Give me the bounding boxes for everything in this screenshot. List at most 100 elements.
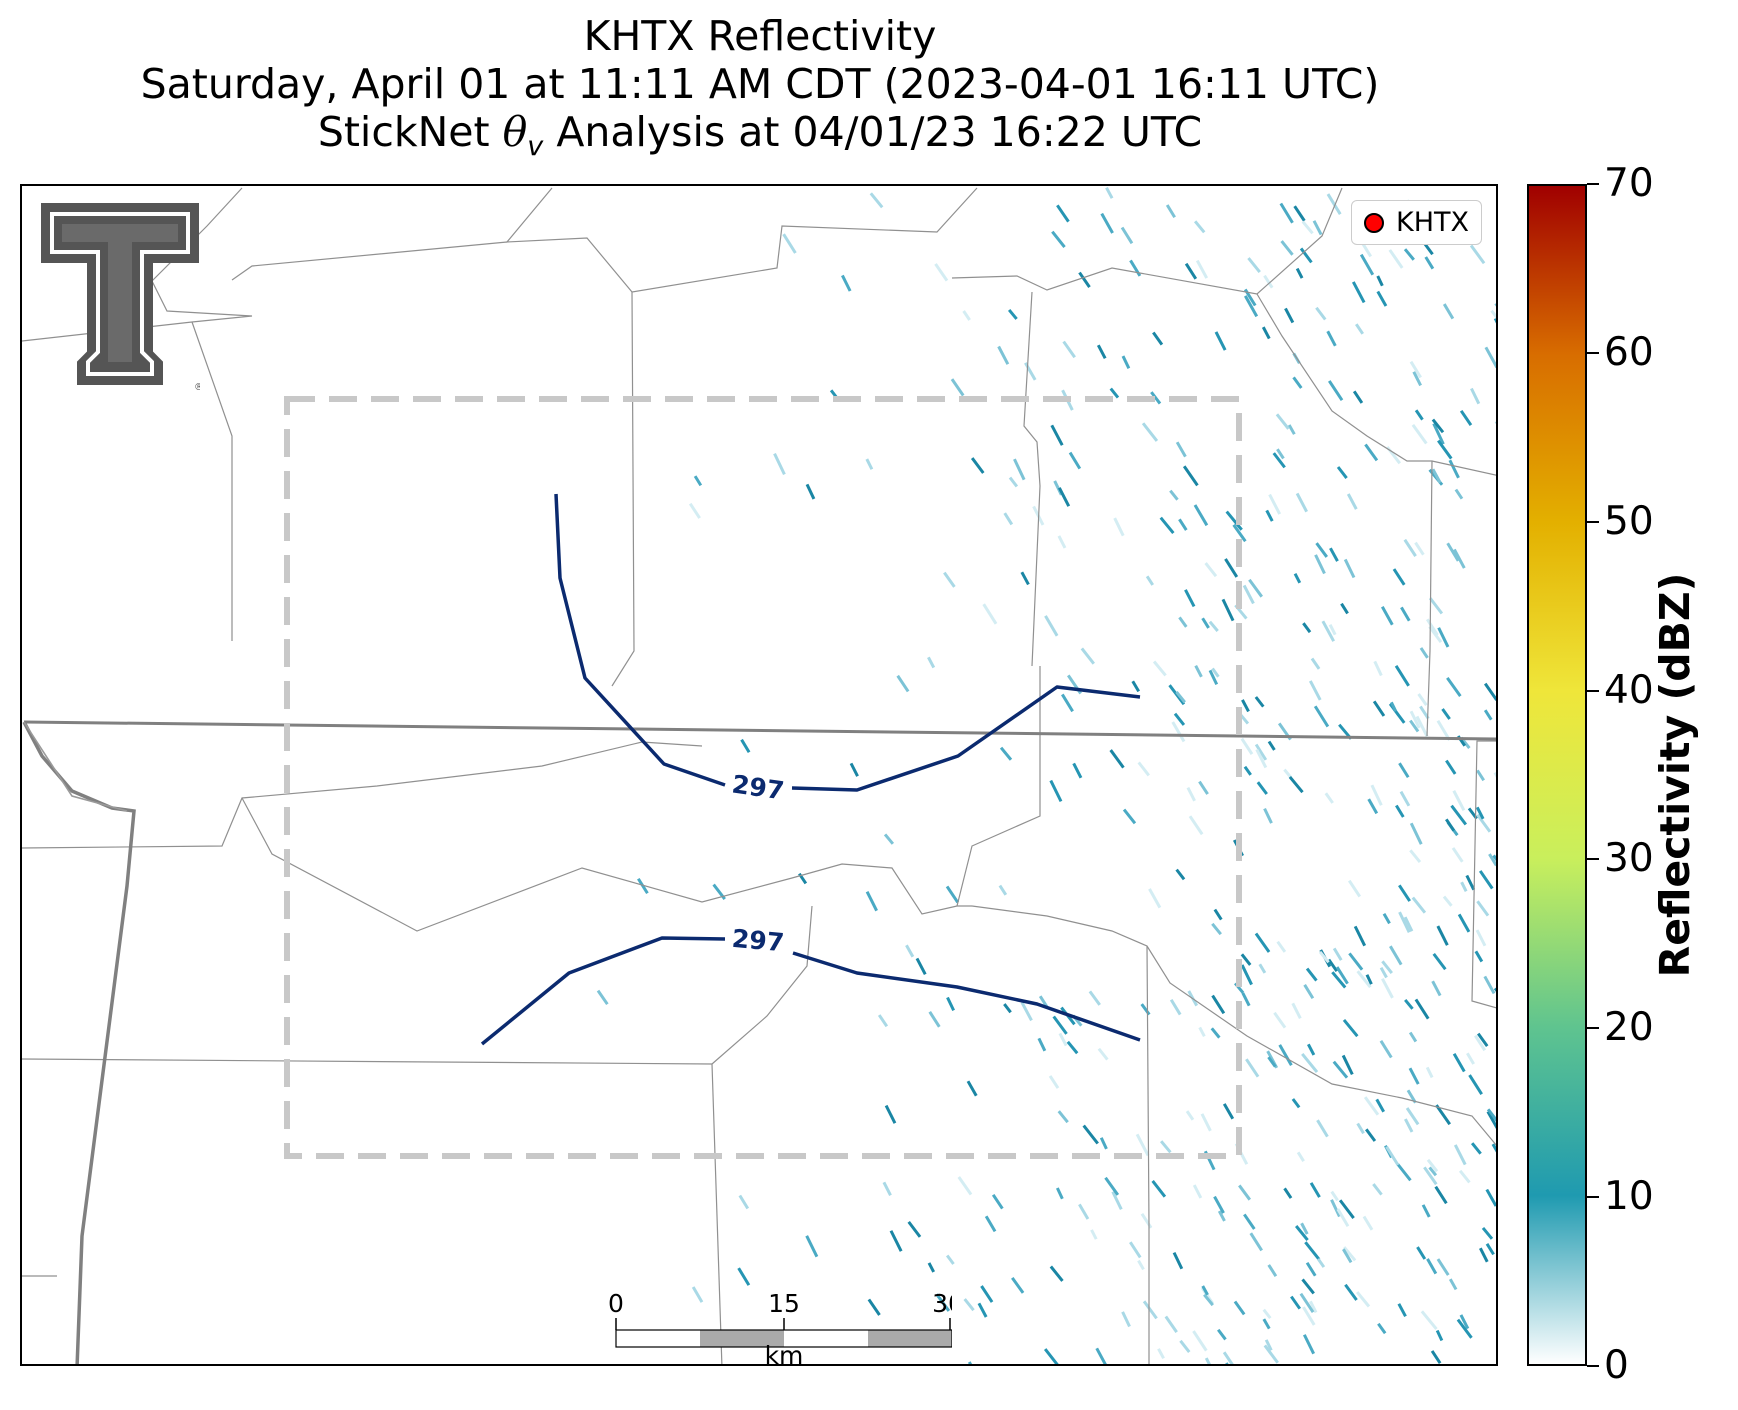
- reflectivity-echo: [962, 310, 971, 321]
- reflectivity-echo: [1129, 259, 1142, 277]
- reflectivity-echo: [1222, 1103, 1235, 1120]
- reflectivity-echo: [1157, 1348, 1165, 1360]
- reflectivity-echo: [896, 674, 910, 693]
- reflectivity-echo: [1121, 355, 1131, 369]
- reflectivity-echo: [1283, 1187, 1293, 1199]
- reflectivity-echo: [1095, 1347, 1108, 1364]
- reflectivity-echo: [1481, 1226, 1494, 1240]
- reflectivity-echo: [1316, 1119, 1329, 1138]
- reflectivity-echo: [1452, 1053, 1466, 1073]
- reflectivity-echo: [1254, 696, 1265, 708]
- reflectivity-echo: [1385, 1145, 1400, 1166]
- reflectivity-echo: [1283, 768, 1292, 779]
- distance-scalebar: 0 15 30 km: [608, 1289, 952, 1364]
- reflectivity-echo: [1327, 958, 1339, 973]
- reflectivity-echo: [1435, 1104, 1451, 1126]
- reflectivity-echo: [1066, 1040, 1079, 1055]
- reflectivity-echo: [1055, 1187, 1064, 1200]
- reflectivity-echo: [1152, 331, 1164, 346]
- reflectivity-echo: [1486, 1108, 1496, 1124]
- reflectivity-echo: [1373, 660, 1383, 677]
- reflectivity-echo: [1256, 781, 1268, 795]
- reflectivity-echo: [1341, 1054, 1354, 1076]
- reflectivity-echo: [1450, 804, 1468, 826]
- reflectivity-echo: [1421, 1204, 1431, 1218]
- reflectivity-echo: [1415, 715, 1429, 738]
- reflectivity-echo: [1493, 987, 1496, 1000]
- reflectivity-echo: [877, 1014, 889, 1028]
- reflectivity-echo: [1169, 489, 1179, 501]
- reflectivity-echo: [1425, 618, 1439, 636]
- radar-map[interactable]: 297 297 KHTX ® 0 15 30 km: [20, 184, 1498, 1366]
- reflectivity-echo: [1328, 380, 1344, 402]
- reflectivity-echo: [1351, 281, 1366, 304]
- reflectivity-echo: [1264, 1339, 1273, 1351]
- reflectivity-echo: [1365, 974, 1373, 985]
- reflectivity-echo: [1291, 1002, 1302, 1020]
- reflectivity-echo: [1445, 818, 1456, 832]
- reflectivity-echo: [1310, 657, 1321, 670]
- reflectivity-echo: [1309, 1182, 1321, 1198]
- reflectivity-echo: [1409, 360, 1422, 379]
- reflectivity-echo: [1458, 1169, 1471, 1184]
- reflectivity-echo: [1483, 975, 1496, 995]
- colorbar-tick-mark: [1587, 858, 1599, 861]
- reflectivity-echo: [865, 890, 878, 912]
- reflectivity-echo: [1388, 249, 1404, 269]
- reflectivity-echo: [1300, 1222, 1309, 1235]
- reflectivity-echo: [1486, 1110, 1496, 1130]
- reflectivity-colorbar: [1527, 184, 1587, 1366]
- reflectivity-echo: [1404, 1118, 1414, 1133]
- reflectivity-echo: [1135, 1133, 1150, 1157]
- reflectivity-echo: [1348, 879, 1362, 898]
- reflectivity-echo: [1372, 700, 1386, 717]
- reflectivity-echo: [1475, 929, 1487, 947]
- reflectivity-echo: [1293, 573, 1302, 584]
- reflectivity-echo: [1336, 1208, 1350, 1228]
- reflectivity-echo: [1408, 1067, 1420, 1085]
- reflectivity-echo: [882, 1181, 892, 1196]
- reflectivity-echo: [1315, 306, 1327, 321]
- reflectivity-echo: [1080, 647, 1095, 665]
- reflectivity-echo: [889, 1230, 903, 1252]
- reflectivity-echo: [1414, 998, 1430, 1020]
- reflectivity-echo: [1208, 669, 1219, 685]
- reflectivity-echo: [1013, 458, 1026, 481]
- reflectivity-echo: [1379, 1039, 1393, 1059]
- reflectivity-echo: [1050, 424, 1064, 446]
- reflectivity-echo: [805, 1235, 819, 1258]
- scale-tick-30: 30: [932, 1289, 952, 1318]
- reflectivity-echo: [1456, 1318, 1473, 1339]
- reflectivity-echo: [637, 877, 649, 895]
- reflectivity-echo: [1365, 1128, 1377, 1142]
- reflectivity-echo: [1267, 1264, 1278, 1277]
- reflectivity-echo: [1137, 761, 1150, 777]
- reflectivity-echo: [1362, 1215, 1374, 1231]
- reflectivity-echo: [1403, 916, 1414, 932]
- reflectivity-echo: [1301, 220, 1314, 235]
- reflectivity-echo: [1288, 775, 1304, 794]
- reflectivity-echo: [1211, 667, 1220, 678]
- reflectivity-echo: [1428, 597, 1444, 615]
- reflectivity-echo: [1120, 226, 1134, 245]
- reflectivity-echo: [1152, 660, 1167, 677]
- reflectivity-echo: [1470, 1142, 1482, 1155]
- reflectivity-echo: [782, 233, 797, 254]
- reflectivity-echo: [1301, 1052, 1319, 1074]
- reflectivity-echo: [1381, 978, 1394, 999]
- reflectivity-echo: [1088, 990, 1101, 1006]
- reflectivity-echo: [1344, 1283, 1358, 1301]
- reflectivity-echo: [849, 762, 859, 777]
- reflectivity-echo: [1342, 1018, 1359, 1038]
- contour-297-north: [554, 493, 1141, 792]
- reflectivity-echo: [1057, 1110, 1069, 1124]
- reflectivity-echo: [1008, 476, 1019, 488]
- reflectivity-echo: [1262, 1308, 1272, 1320]
- reflectivity-echo: [1145, 575, 1154, 586]
- reflectivity-echo: [1122, 808, 1137, 825]
- reflectivity-echo: [1150, 391, 1162, 405]
- scale-tick-15: 15: [768, 1289, 800, 1318]
- reflectivity-echo: [1452, 790, 1466, 812]
- reflectivity-echo: [1142, 1300, 1158, 1320]
- reflectivity-echo: [1121, 1311, 1131, 1328]
